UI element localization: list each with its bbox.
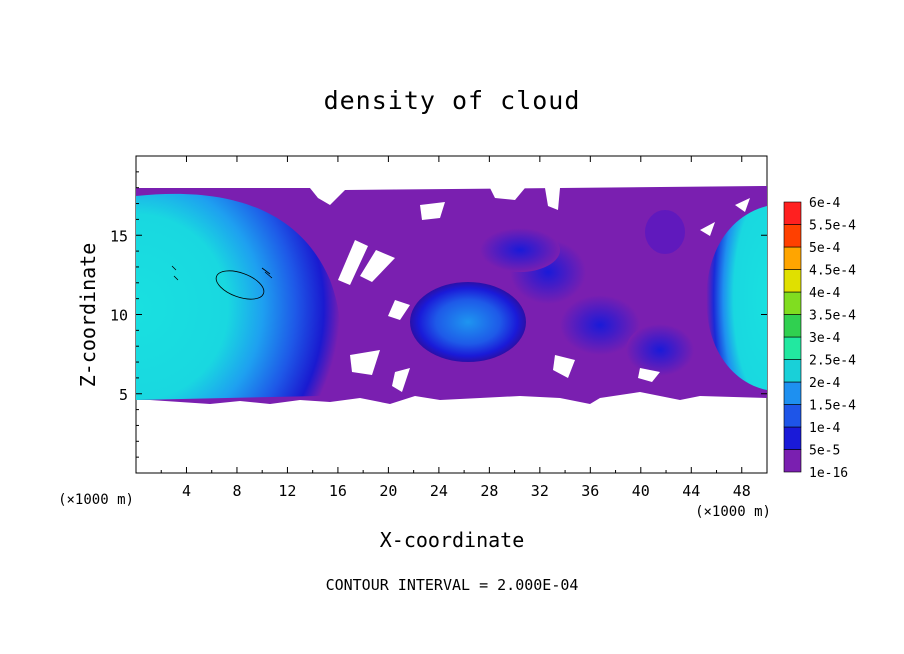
x-tick-label: 4 [182,482,191,500]
colorbar-label: 4e-4 [809,286,840,301]
colorbar-swatch [783,269,802,293]
x-tick-label: 32 [531,482,549,500]
x-tick-label: 24 [430,482,448,500]
colorbar-label: 2e-4 [809,376,840,391]
x-tick-label: 16 [329,482,347,500]
y-axis-label: Z-coordinate [76,243,100,388]
cloud-density-field [136,186,767,404]
x-unit-label: (×1000 m) [695,504,771,520]
colorbar-swatch [783,336,802,360]
colorbar-label: 5e-4 [809,241,840,256]
colorbar: 1e-16 5e-5 1e-4 1.5e-4 2e-4 2.5e-4 3e-4 3.5e-4 4… [783,196,856,481]
colorbar-label: 3e-4 [809,331,840,346]
colorbar-label: 1e-16 [809,466,848,481]
x-tick-label: 20 [379,482,397,500]
x-tick-label: 40 [632,482,650,500]
x-tick-label: 36 [581,482,599,500]
x-tick-label: 28 [480,482,498,500]
colorbar-swatch [783,224,802,248]
x-axis-label: X-coordinate [380,528,525,552]
colorbar-swatch [783,201,802,225]
colorbar-swatch [783,449,802,473]
colorbar-swatch [783,291,802,315]
y-axis-ticks: 5 10 15 [110,171,767,458]
colorbar-label: 1.5e-4 [809,399,856,414]
chart-title: density of cloud [323,86,581,115]
contour-interval-note: CONTOUR INTERVAL = 2.000E-04 [325,576,579,594]
colorbar-swatch [783,359,802,383]
colorbar-label: 5e-5 [809,444,840,459]
colorbar-swatch [783,381,802,405]
colorbar-swatch [783,404,802,428]
y-tick-label: 15 [110,227,128,245]
colorbar-label: 2.5e-4 [809,354,856,369]
colorbar-swatch [783,314,802,338]
x-tick-label: 12 [278,482,296,500]
x-tick-label: 44 [682,482,700,500]
colorbar-label: 5.5e-4 [809,219,856,234]
x-axis-ticks: 4 8 12 16 20 24 28 32 36 40 44 48 [160,156,751,500]
x-tick-label: 8 [232,482,241,500]
colorbar-label: 3.5e-4 [809,309,856,324]
colorbar-swatch [783,426,802,450]
y-tick-label: 5 [119,386,128,404]
x-tick-label: 48 [733,482,751,500]
colorbar-swatch [783,246,802,270]
colorbar-label: 1e-4 [809,421,840,436]
y-tick-label: 10 [110,307,128,325]
y-unit-label: (×1000 m) [58,492,134,508]
colorbar-label: 4.5e-4 [809,264,856,279]
colorbar-label: 6e-4 [809,196,840,211]
